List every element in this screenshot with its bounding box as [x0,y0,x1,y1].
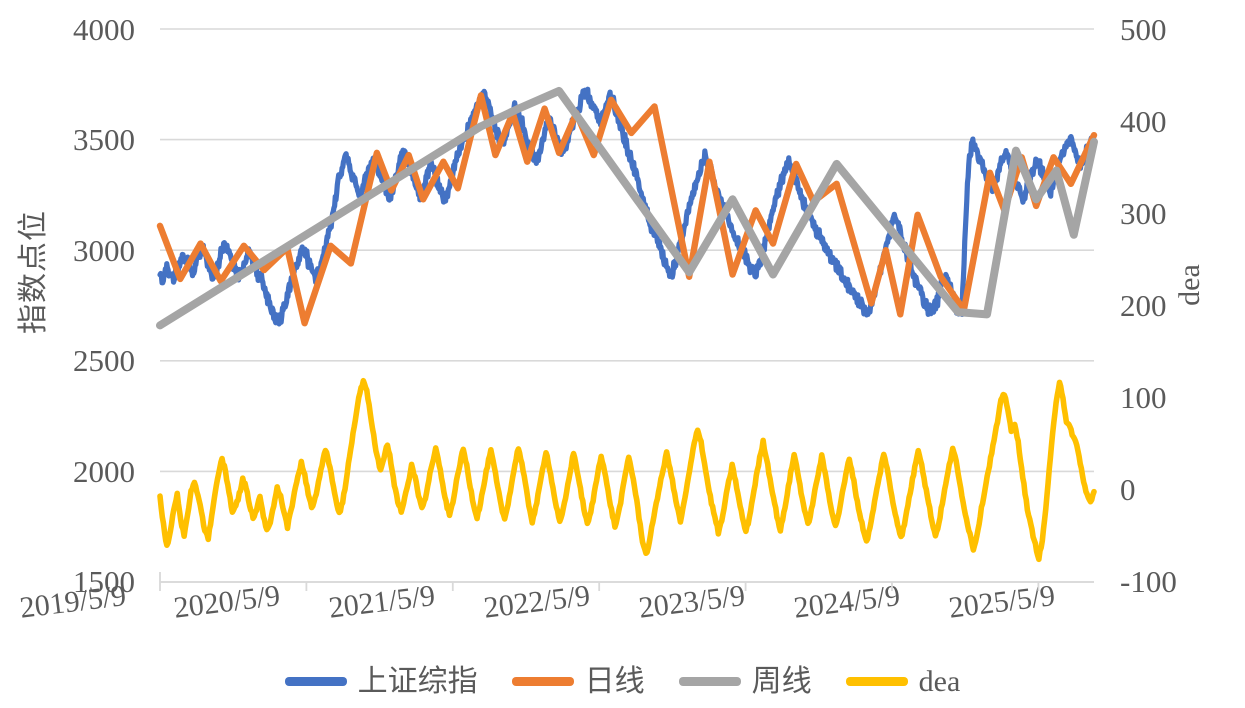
x-axis-tick-2023: 2023/5/9 [637,578,747,625]
y-axis-tick-1500: 1500 [73,564,135,599]
y-axis-tick-2000: 2000 [73,454,135,489]
legend-label-zhouxian: 周线 [751,664,812,698]
legend-label-rixian: 日线 [584,664,645,698]
y-axis-tick-4000: 4000 [73,12,135,47]
y-axis-tick-3000: 3000 [73,233,135,268]
data-series [156,86,1098,563]
y2-axis-tick-500: 500 [1120,12,1167,47]
gridlines [160,28,1094,583]
legend-item-shangzheng[interactable]: 上证综指 [284,664,478,698]
y2-axis-tick-400: 400 [1120,104,1167,139]
legend-swatch-rixian [511,677,574,686]
legend-item-zhouxian[interactable]: 周线 [678,664,812,698]
y2-axis-tick-200: 200 [1120,288,1167,323]
y-axis-tick-3500: 3500 [73,122,135,157]
legend-label-shangzheng: 上证综指 [357,664,478,698]
legend-swatch-dea [845,677,908,686]
y2-axis-tick--100: -100 [1120,564,1177,599]
y-axis-tick-2500: 2500 [73,343,135,378]
legend-item-dea[interactable]: dea [845,664,961,698]
y-axis-title: 指数点位 [17,210,50,334]
legend-label-dea: dea [918,664,961,698]
y2-axis-title: dea [1173,264,1206,306]
x-axis-tick-2024: 2024/5/9 [792,578,902,625]
x-axis-tick-2025: 2025/5/9 [947,578,1057,625]
legend-swatch-zhouxian [678,677,741,686]
y2-axis-tick-100: 100 [1120,380,1167,415]
x-axis-tick-2020: 2020/5/9 [172,578,282,625]
legend-item-rixian[interactable]: 日线 [511,664,645,698]
legend-swatch-shangzheng [284,677,347,686]
chart-legend: 上证综指 日线 周线 dea [0,655,1245,708]
axis-lines [159,572,1094,591]
y2-axis-tick-300: 300 [1120,196,1167,231]
x-axis-tick-2022: 2022/5/9 [482,578,592,625]
x-axis-tick-2021: 2021/5/9 [327,578,437,625]
y2-axis-tick-0: 0 [1120,472,1136,507]
